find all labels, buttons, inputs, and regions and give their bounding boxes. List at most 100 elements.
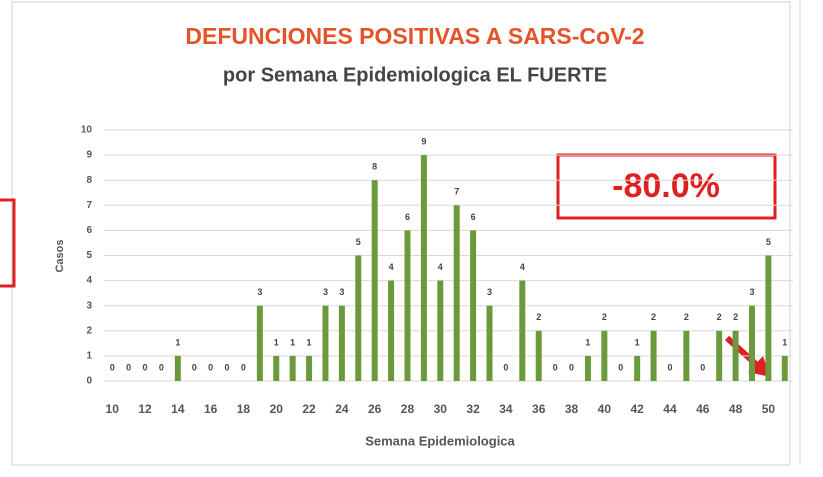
x-tick-label: 28 [401,402,415,416]
annotation: -80.0% [612,167,720,205]
x-tick-label: 22 [302,402,316,416]
value-label: 0 [241,362,246,372]
x-tick-label: 32 [466,402,480,416]
bar [486,305,493,381]
x-tick-label: 26 [368,402,382,416]
value-label: 1 [307,337,312,347]
bar [174,355,181,381]
x-tick-label: 18 [237,402,251,416]
bar [470,230,477,381]
bar [781,355,788,381]
value-label: 4 [389,262,394,272]
value-label: 3 [257,287,262,297]
y-tick-label: 6 [86,225,92,236]
y-axis-label: Casos [54,239,66,272]
bar [404,230,411,381]
bar [716,330,723,381]
value-label: 0 [700,362,705,372]
y-tick-label: 10 [81,125,93,136]
bar [584,355,591,381]
value-label: 0 [503,362,508,372]
bar [322,305,329,381]
bar [338,305,345,381]
value-label: 0 [192,362,197,372]
x-tick-label: 36 [532,402,546,416]
bar [535,330,542,381]
value-label: 0 [126,362,131,372]
bar [748,305,755,381]
value-label: 8 [372,162,377,172]
bar [650,330,657,381]
bar [273,355,280,381]
chart-title: DEFUNCIONES POSITIVAS A SARS-CoV-2 [185,23,644,49]
bar [519,280,526,381]
value-label: 0 [553,362,558,372]
value-label: 0 [569,362,574,372]
value-label: 1 [585,337,590,347]
value-label: 3 [749,287,754,297]
x-tick-label: 40 [598,402,612,416]
y-tick-label: 4 [86,275,92,286]
x-tick-label: 46 [696,402,710,416]
bar [453,205,460,381]
x-tick-label: 38 [565,402,579,416]
bar [437,280,444,381]
bar [732,330,739,381]
value-label: 7 [454,187,459,197]
value-label: 0 [225,362,230,372]
value-label: 4 [520,262,525,272]
value-label: 2 [684,312,689,322]
value-label: 2 [602,312,607,322]
value-label: 2 [651,312,656,322]
x-tick-label: 10 [106,402,120,416]
value-label: 2 [717,312,722,322]
value-label: 1 [274,337,279,347]
bar [355,255,362,381]
x-tick-label: 50 [762,402,776,416]
y-tick-label: 3 [86,300,92,311]
value-label: 4 [438,262,443,272]
value-label: 0 [159,362,164,372]
x-tick-label: 24 [335,402,349,416]
bar [256,305,263,381]
x-tick-label: 12 [138,402,152,416]
y-tick-label: 7 [86,200,92,211]
value-label: 1 [635,337,640,347]
bar [306,355,313,381]
y-tick-label: 2 [86,325,92,336]
bar [420,155,427,381]
x-tick-label: 14 [171,402,185,416]
bar [289,355,296,381]
value-label: 6 [405,212,410,222]
bar [634,355,641,381]
value-label: 5 [356,237,361,247]
y-tick-label: 5 [86,250,92,261]
x-tick-label: 44 [663,402,677,416]
value-label: 9 [421,136,426,146]
value-label: 2 [733,312,738,322]
panel [11,1,791,466]
bar [601,330,608,381]
y-tick-label: 8 [86,175,92,186]
value-label: 0 [208,362,213,372]
value-label: 3 [487,287,492,297]
x-tick-label: 20 [270,402,284,416]
bar [388,280,395,381]
value-label: 0 [143,362,148,372]
y-tick-label: 0 [86,376,92,387]
value-label: 1 [782,337,787,347]
bar [683,330,690,381]
value-label: 0 [110,362,115,372]
value-label: 0 [618,362,623,372]
chart-subtitle: por Semana Epidemiologica EL FUERTE [223,64,607,86]
value-label: 1 [290,337,295,347]
y-tick-label: 9 [86,150,92,161]
x-tick-label: 30 [434,402,448,416]
x-tick-label: 48 [729,402,743,416]
value-label: 1 [175,337,180,347]
partial-box [0,198,16,288]
x-tick-label: 34 [499,402,513,416]
x-tick-label: 42 [630,402,644,416]
y-tick-label: 1 [86,351,92,362]
